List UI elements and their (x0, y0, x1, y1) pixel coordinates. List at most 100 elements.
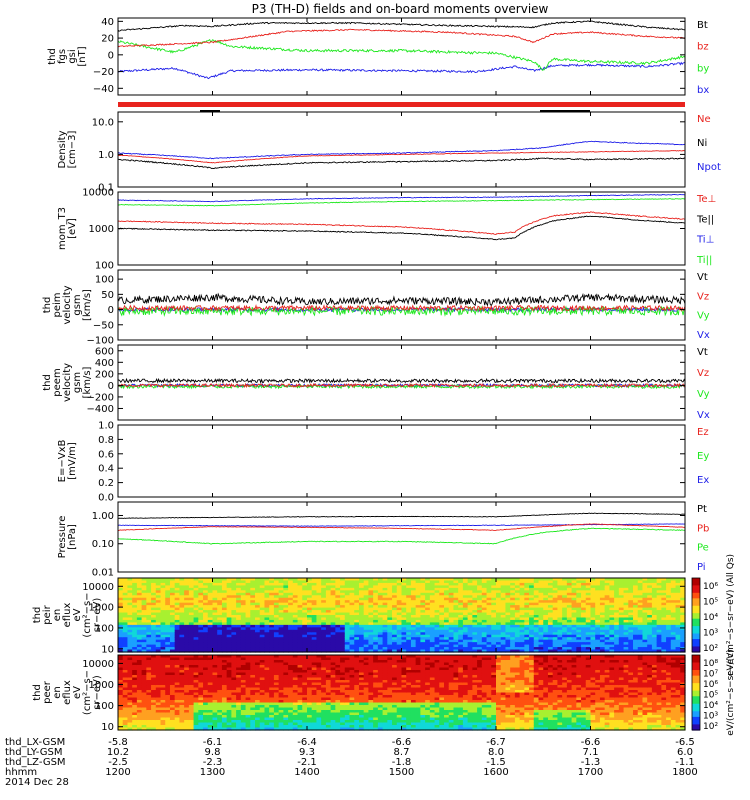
ion_spectrogram-cell (118, 632, 124, 636)
ion_spectrogram-cell (472, 647, 478, 651)
ion_spectrogram-cell (576, 629, 582, 633)
ion_spectrogram-cell (585, 617, 592, 621)
ion_spectrogram-cell (444, 632, 450, 636)
ion_spectrogram-cell (547, 627, 554, 631)
electron_spectrogram-cell (259, 727, 266, 731)
electron_spectrogram-cell (250, 712, 256, 716)
ion_spectrogram-cell (184, 649, 190, 653)
ion_spectrogram-cell (344, 637, 351, 641)
electron_spectrogram-cell (203, 682, 209, 686)
ion_spectrogram-cell (666, 632, 672, 636)
ion_spectrogram-cell (297, 644, 303, 648)
ion_spectrogram-cell (217, 585, 223, 589)
ion_spectrogram-cell (647, 610, 653, 614)
ion_spectrogram-cell (203, 627, 209, 631)
ion_spectrogram-cell (453, 590, 459, 594)
ion_spectrogram-cell (321, 647, 327, 651)
ion_spectrogram-cell (647, 634, 653, 638)
ion_spectrogram-cell (255, 629, 261, 633)
ion_spectrogram-cell (273, 605, 280, 609)
ion_spectrogram-cell (321, 590, 327, 594)
ion_spectrogram-cell (283, 582, 289, 586)
electron_spectrogram-cell (250, 705, 256, 709)
ion_spectrogram-cell (165, 610, 171, 614)
ion_spectrogram-cell (439, 602, 445, 606)
ion_spectrogram-cell (231, 639, 237, 643)
ion_spectrogram-cell (481, 610, 488, 614)
electron_spectrogram-cell (146, 675, 152, 679)
ion_spectrogram-cell (510, 642, 516, 646)
electron_spectrogram-cell (188, 695, 195, 699)
ion_spectrogram-cell (179, 619, 185, 623)
ion_spectrogram-cell (307, 595, 313, 599)
ion_spectrogram-cell (500, 580, 507, 584)
ion_spectrogram-cell (458, 642, 464, 646)
ion_spectrogram-cell (179, 580, 185, 584)
electron_spectrogram-cell (255, 725, 261, 729)
ion_spectrogram-cell (557, 580, 563, 584)
ion_spectrogram-cell (410, 615, 417, 619)
ion_spectrogram-cell (259, 629, 266, 633)
ion_spectrogram-cell (425, 647, 431, 651)
electron_spectrogram-cell (221, 697, 228, 701)
ion_spectrogram-cell (552, 615, 559, 619)
ion_spectrogram-cell (524, 610, 530, 614)
fgs-ylabel: fgs (57, 49, 68, 64)
ion_spectrogram-cell (623, 590, 629, 594)
ion_spectrogram-cell (581, 649, 587, 653)
ion_spectrogram-cell (292, 619, 299, 623)
ion_spectrogram-cell (406, 629, 412, 633)
ion_spectrogram-cell (510, 647, 516, 651)
ion_spectrogram-cell (571, 615, 577, 619)
ion_spectrogram-cell (392, 607, 398, 611)
ion_spectrogram-cell (486, 600, 492, 604)
ion_spectrogram-cell (675, 622, 681, 626)
ion_spectrogram-cell (122, 637, 129, 641)
ion_spectrogram-cell (429, 639, 436, 643)
electron_spectrogram-cell (212, 712, 218, 716)
ion_spectrogram-cell (467, 595, 473, 599)
ion_spectrogram-cell (297, 639, 303, 643)
electron_spectrogram-cell (179, 682, 185, 686)
ion_spectrogram-cell (415, 585, 421, 589)
ion_spectrogram-cell (477, 582, 483, 586)
electron_spectrogram-cell (141, 712, 147, 716)
ion_spectrogram-cell (250, 578, 256, 582)
ion_spectrogram-cell (637, 632, 644, 636)
ion_spectrogram-cell (207, 605, 214, 609)
ion_spectrogram-cell (236, 602, 242, 606)
ion_spectrogram-cell (231, 582, 237, 586)
ion_spectrogram-cell (514, 587, 521, 591)
ion_spectrogram-cell (524, 580, 530, 584)
ion_spectrogram-cell (288, 600, 294, 604)
ion_spectrogram-cell (387, 590, 393, 594)
electron_spectrogram-cell (226, 700, 232, 704)
ion_spectrogram-cell (165, 629, 171, 633)
ion_spectrogram-cell (425, 602, 431, 606)
ion_spectrogram-cell (198, 639, 204, 643)
ion_spectrogram-cell (302, 632, 308, 636)
electron_spectrogram-cell (184, 710, 190, 714)
ion_spectrogram-cell (136, 587, 143, 591)
ion_spectrogram-cell (269, 649, 275, 653)
ion_spectrogram-cell (628, 607, 634, 611)
electron_spectrogram-cell (165, 695, 171, 699)
electron_spectrogram-cell (146, 720, 152, 724)
ion_spectrogram-cell (165, 607, 171, 611)
ion_spectrogram-cell (344, 615, 351, 619)
electron_spectrogram-cell (136, 670, 143, 674)
ion_spectrogram-cell (448, 649, 455, 653)
ion_spectrogram-cell (321, 637, 327, 641)
electron_spectrogram-cell (136, 705, 143, 709)
ion_spectrogram-cell (363, 615, 370, 619)
ion_spectrogram-cell (571, 580, 577, 584)
electron_spectrogram-cell (236, 695, 242, 699)
ion_spectrogram-cell (118, 578, 124, 582)
ion_spectrogram-cell (226, 578, 232, 582)
ion_spectrogram-cell (444, 629, 450, 633)
ion_spectrogram-cell (316, 627, 322, 631)
electron_spectrogram-cell (231, 675, 237, 679)
electron_spectrogram-cell (278, 710, 284, 714)
ion_spectrogram-cell (467, 590, 473, 594)
ion_spectrogram-cell (344, 647, 351, 651)
